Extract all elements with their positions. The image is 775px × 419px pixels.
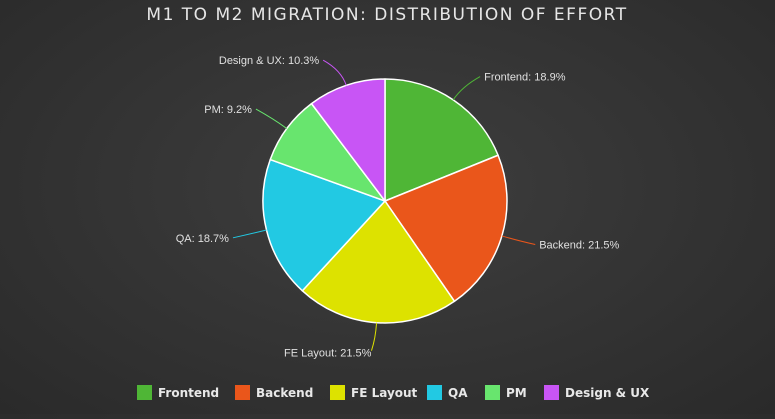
legend-swatch-backend <box>235 385 250 400</box>
legend-label-backend: Backend <box>256 386 313 400</box>
legend-swatch-pm <box>485 385 500 400</box>
legend-item-frontend[interactable]: Frontend <box>137 385 219 400</box>
legend-item-backend[interactable]: Backend <box>235 385 313 400</box>
legend-swatch-qa <box>427 385 442 400</box>
leader-line-fe-layout <box>371 322 378 351</box>
legend-label-pm: PM <box>506 386 527 400</box>
pie-slice-design-ux[interactable] <box>310 78 386 202</box>
slice-label-qa: QA: 18.7% <box>176 233 229 245</box>
legend-label-design-ux: Design & UX <box>565 386 650 400</box>
pie-slice-fe-layout[interactable] <box>301 200 456 324</box>
leader-line-design-ux <box>322 59 347 86</box>
legend-item-design-ux[interactable]: Design & UX <box>544 385 650 400</box>
leader-line-frontend <box>452 76 481 101</box>
pie-slices <box>262 78 508 324</box>
leader-line-pm <box>255 108 288 129</box>
chart-title: M1 TO M2 MIGRATION: DISTRIBUTION OF EFFO… <box>146 5 627 25</box>
legend-label-frontend: Frontend <box>158 386 219 400</box>
legend-item-pm[interactable]: PM <box>485 385 527 400</box>
legend: Frontend Backend FE Layout QA PM Design & UX <box>137 385 650 400</box>
pie-slice-frontend[interactable] <box>384 78 499 202</box>
leader-line-backend <box>501 235 536 245</box>
legend-swatch-fe-layout <box>330 385 345 400</box>
legend-item-qa[interactable]: QA <box>427 385 468 400</box>
slice-label-design-ux: Design & UX: 10.3% <box>219 55 319 67</box>
legend-label-fe-layout: FE Layout <box>351 386 418 400</box>
legend-item-fe-layout[interactable]: FE Layout <box>330 385 418 400</box>
slice-label-fe-layout: FE Layout: 21.5% <box>284 348 372 360</box>
slice-label-pm: PM: 9.2% <box>204 104 252 116</box>
legend-swatch-design-ux <box>544 385 559 400</box>
legend-label-qa: QA <box>448 386 468 400</box>
slice-label-backend: Backend: 21.5% <box>539 240 619 252</box>
leader-line-qa <box>232 229 267 239</box>
legend-swatch-frontend <box>137 385 152 400</box>
slice-label-frontend: Frontend: 18.9% <box>484 72 566 84</box>
pie-slice-backend[interactable] <box>384 154 508 303</box>
slice-labels: Frontend: 18.9% Backend: 21.5% FE Layout: … <box>176 55 620 360</box>
